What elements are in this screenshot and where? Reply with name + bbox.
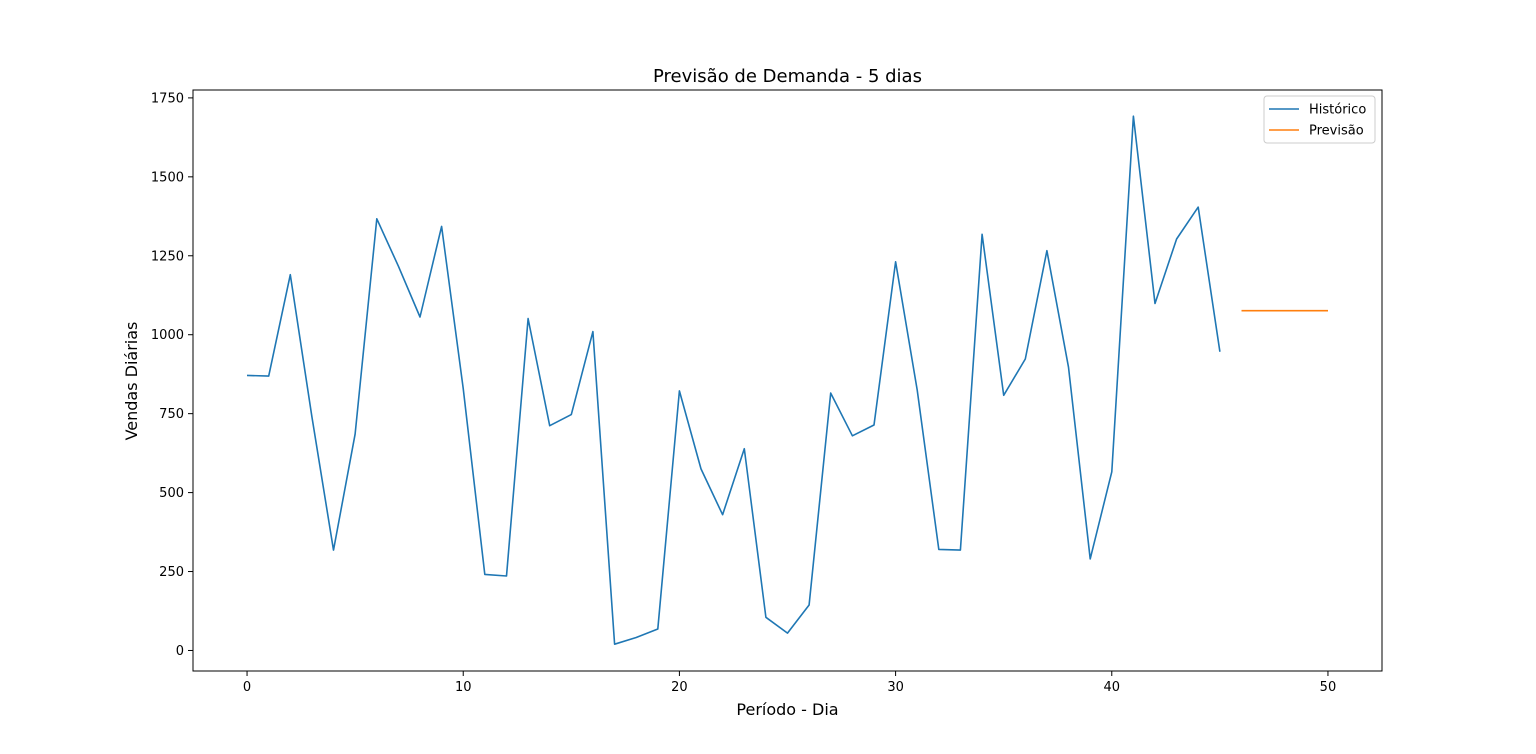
y-tick-label: 750 <box>159 407 184 422</box>
legend-box <box>1263 95 1376 144</box>
y-tick-label: 1000 <box>151 328 184 343</box>
x-tick-label: 50 <box>1320 680 1337 695</box>
x-tick-label: 0 <box>243 680 251 695</box>
x-tick-label: 10 <box>455 680 472 695</box>
legend-label: Histórico <box>1309 103 1366 118</box>
plot-area: 0 10 20 30 40 5002505007501000125015001750His… <box>151 89 1383 695</box>
y-tick-label: 250 <box>159 565 184 580</box>
legend-label: Previsão <box>1309 124 1364 139</box>
y-tick-label: 1750 <box>151 91 184 106</box>
historico-series-line <box>246 115 1221 646</box>
x-tick-label: 40 <box>1103 680 1120 695</box>
x-tick-label: 30 <box>887 680 904 695</box>
y-tick-label: 1250 <box>151 249 184 264</box>
y-tick-label: 1500 <box>151 170 184 185</box>
x-axis-label: Período - Dia <box>736 700 838 719</box>
y-tick-label: 500 <box>159 486 184 501</box>
y-axis-label: Vendas Diárias <box>122 322 141 441</box>
plot-frame <box>192 89 1383 672</box>
chart-title: Previsão de Demanda - 5 dias <box>653 66 922 87</box>
y-tick-label: 0 <box>176 644 184 659</box>
x-tick-label: 20 <box>671 680 688 695</box>
